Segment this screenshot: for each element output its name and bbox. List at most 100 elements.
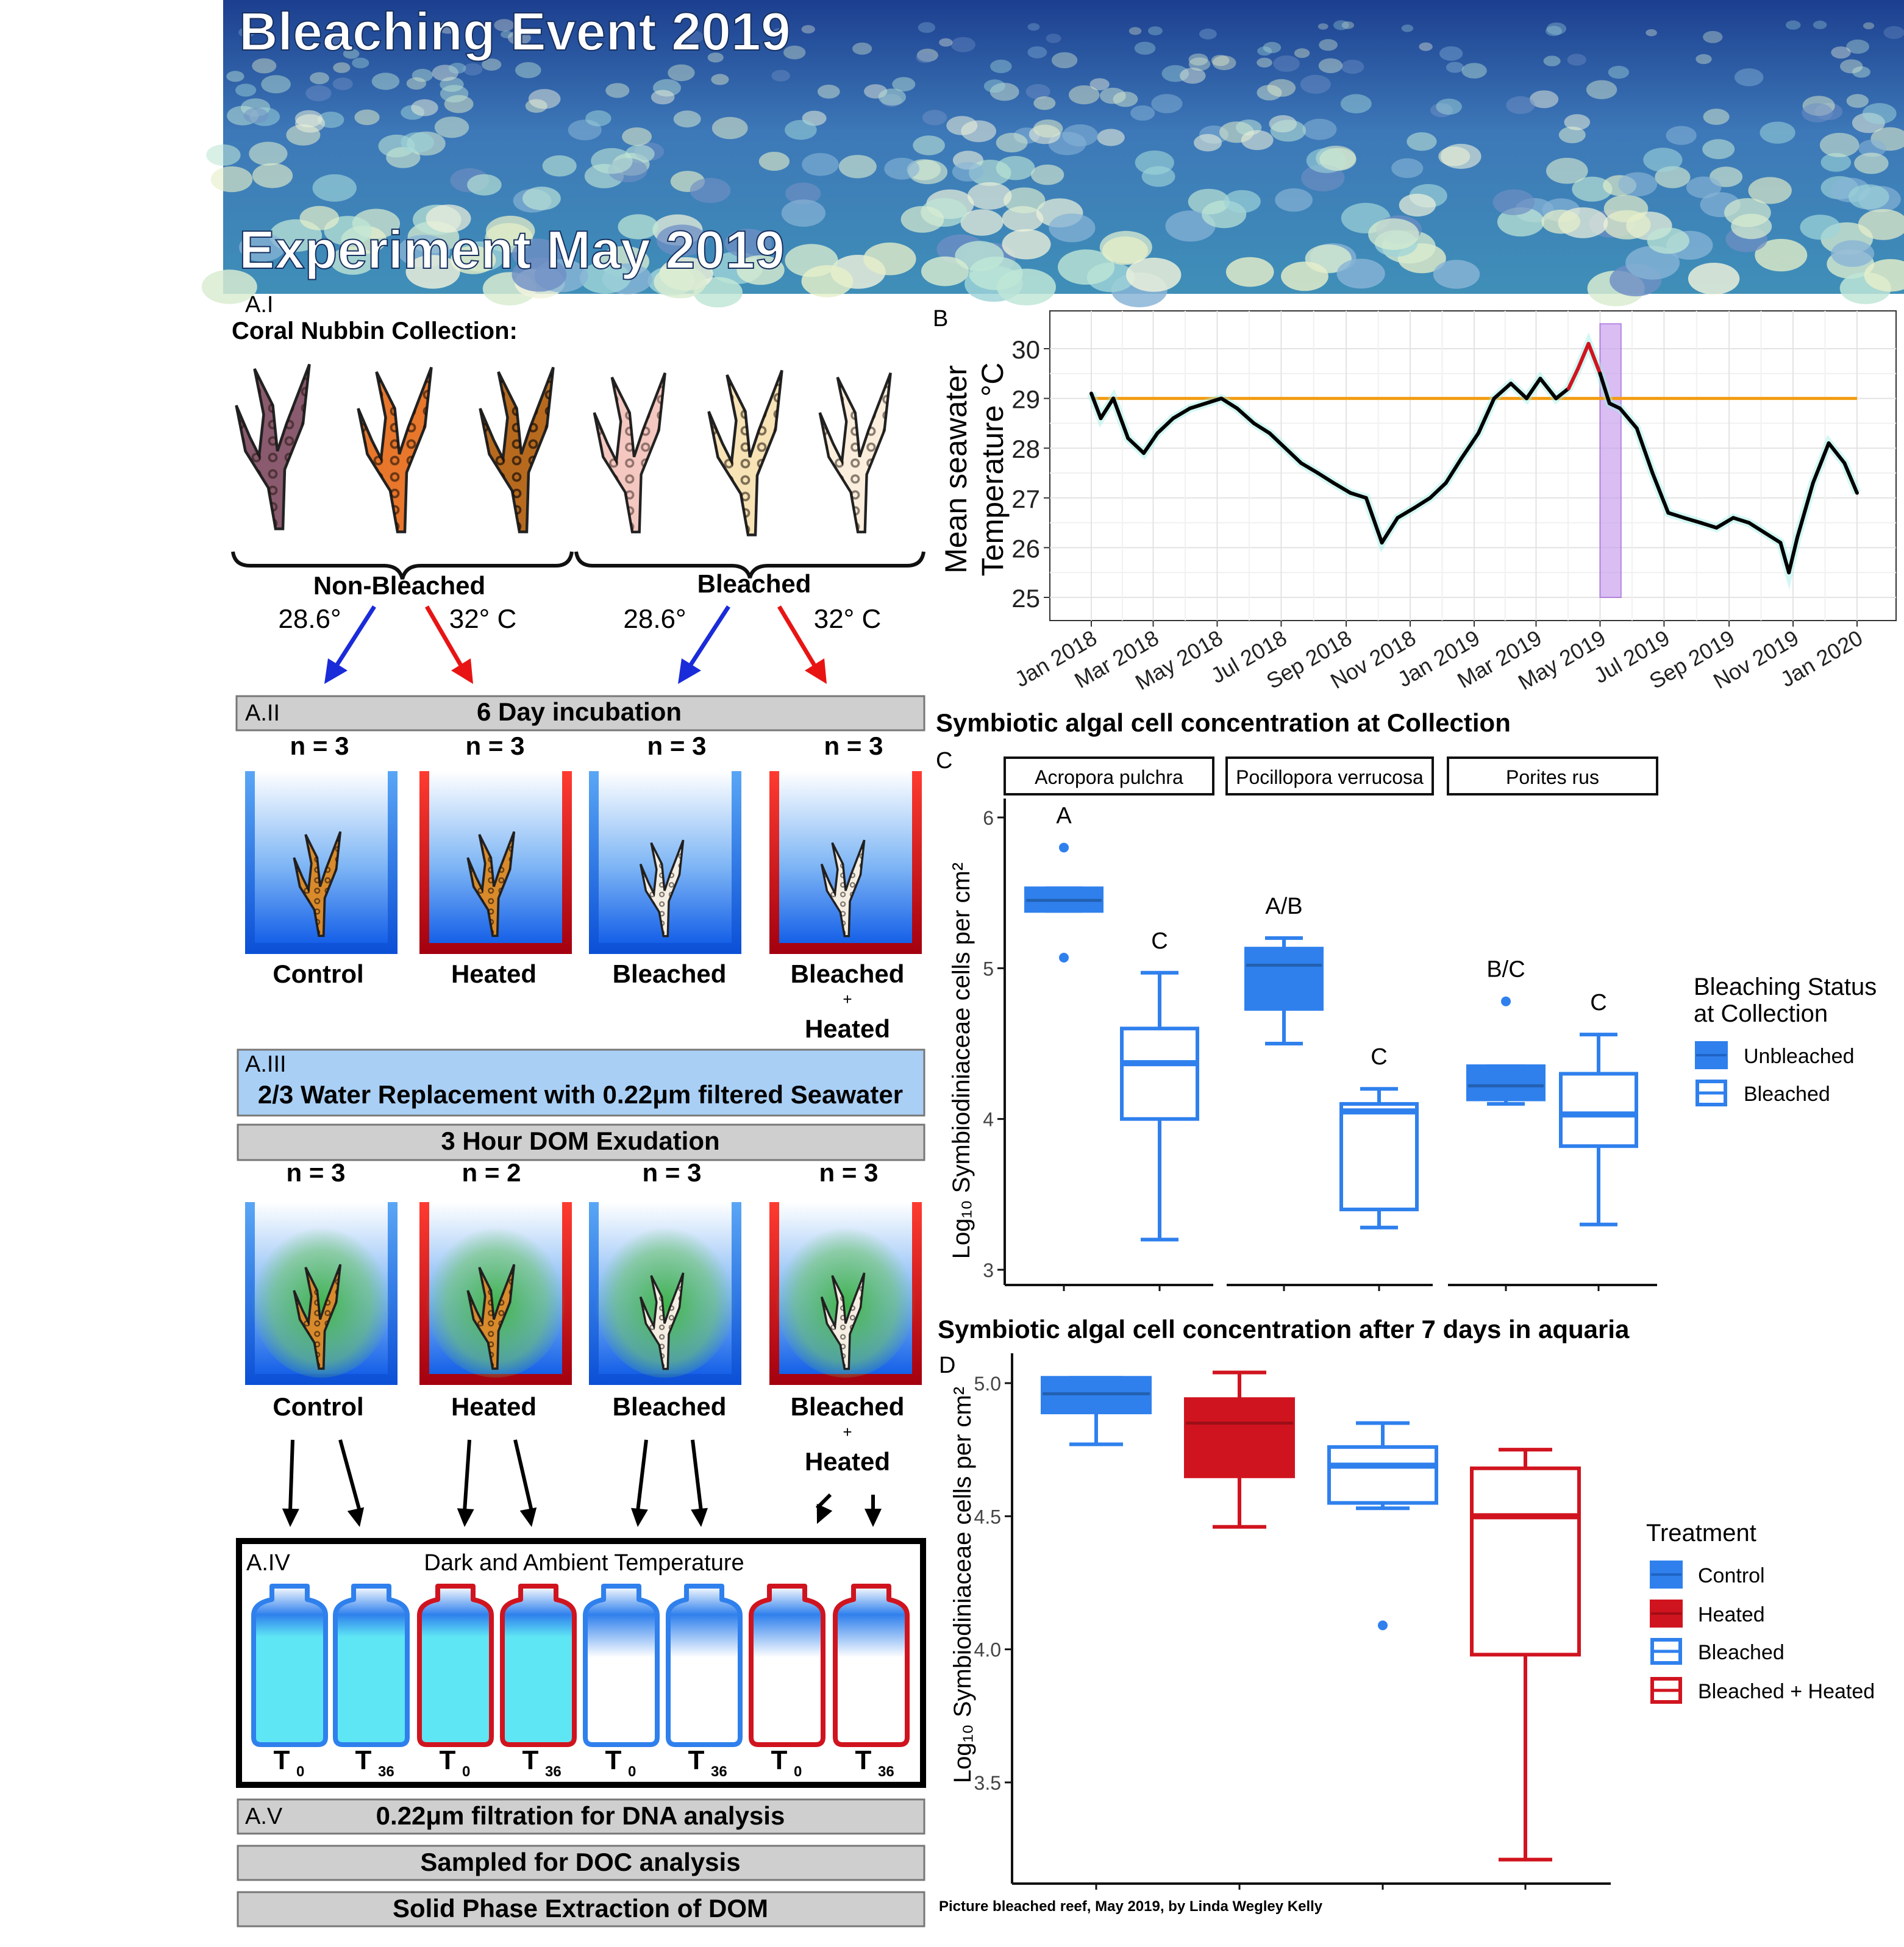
panel-b-line-segment <box>1332 481 1352 495</box>
reef-coral-blob <box>1113 91 1138 107</box>
reef-coral-blob <box>724 229 772 258</box>
panel-b-line-segment <box>1731 516 1751 525</box>
panel-b-y-tick-label: 27 <box>1011 485 1040 513</box>
collection-title: Coral Nubbin Collection: <box>232 318 518 344</box>
reef-coral-blob <box>201 269 257 304</box>
reef-coral-blob <box>1831 240 1875 267</box>
treatment-heated-suffix-1: Heated <box>805 1014 890 1043</box>
reef-coral-blob <box>1852 66 1870 78</box>
facet-strip <box>1225 756 1434 796</box>
panel-b-y-tick-label: 29 <box>1011 385 1040 414</box>
reef-coral-blob <box>1785 20 1801 30</box>
reef-coral-blob <box>781 199 825 227</box>
reef-coral-blob <box>249 141 288 166</box>
reef-coral-blob <box>1089 78 1110 91</box>
reef-coral-blob <box>892 77 916 91</box>
panel-d-box-bleached-heated-iqr <box>1470 1466 1581 1657</box>
reef-coral-blob <box>863 242 916 276</box>
reef-coral-blob <box>1702 139 1735 160</box>
panel-c-box-bleached-iqr <box>1339 1102 1419 1212</box>
panel-b-line-segment <box>1586 341 1602 376</box>
facet-strip <box>1447 756 1658 796</box>
reef-coral-blob <box>426 204 471 233</box>
reef-coral-blob <box>411 99 438 116</box>
panel-b-line-segment <box>1618 406 1639 430</box>
n-incubation-1: n = 3 <box>290 731 349 760</box>
group-nonbleached-label: Non-Bleached <box>313 571 485 600</box>
panel-b-line-segment <box>1155 416 1175 435</box>
panel-b-line-segment <box>1714 516 1735 530</box>
reef-coral-blob <box>1618 172 1658 197</box>
legend-key-bleached <box>1695 1080 1727 1106</box>
reef-coral-blob <box>486 215 535 246</box>
panel-c-y-tick-label: 4 <box>983 1109 994 1131</box>
panel-c-significance-letters: A C A/B C B/C C <box>1056 803 1606 1070</box>
reef-coral-blob <box>299 205 340 230</box>
panel-d-box-heated <box>1184 1370 1295 1529</box>
reef-coral-blob <box>1336 258 1385 289</box>
sampling-arrow <box>457 1439 474 1527</box>
reef-coral-blob <box>1027 46 1047 59</box>
panel-b-line-segment <box>1811 441 1831 485</box>
treatment-plus-2: + <box>843 1423 852 1441</box>
reef-coral-blob <box>206 144 241 166</box>
coral-nonbleached-2 <box>358 368 432 532</box>
panel-d-y-tick-label: 5.0 <box>974 1373 1001 1395</box>
reef-coral-blob <box>463 63 483 76</box>
sampling-arrow <box>513 1439 537 1527</box>
panel-d-axes: 3.5 4.0 4.5 5.0 <box>974 1353 1611 1890</box>
reef-coral-blob <box>1317 23 1328 30</box>
reef-coral-blob <box>801 25 815 34</box>
reef-coral-blob <box>785 119 817 140</box>
panel-c-box-bleached-iqr <box>1559 1072 1638 1148</box>
treatment-label-bleached-1: Bleached <box>613 959 727 988</box>
reef-coral-blob <box>1643 148 1683 173</box>
reef-coral-blob <box>522 187 561 210</box>
reef-coral-blob <box>585 110 611 127</box>
reef-coral-blob <box>1862 103 1897 124</box>
panel-b-ylabel-line2: Temperature °C <box>975 363 1010 577</box>
reef-coral-blob <box>1027 23 1040 31</box>
reef-coral-blob <box>1819 132 1859 157</box>
panel-b-line-segment <box>1444 456 1464 485</box>
panel-b-bleaching-window <box>1599 323 1622 598</box>
panel-d-heading: Symbiotic algal cell concentration after… <box>938 1315 1630 1344</box>
bottle-time-label: T <box>522 1745 539 1775</box>
panel-b-y-tick-label: 30 <box>1011 335 1040 364</box>
panel-d-y-tick-label: 4.5 <box>974 1506 1001 1528</box>
facet-strip-label: Acropora pulchra <box>1035 766 1183 788</box>
reef-coral-blob <box>618 214 658 240</box>
reef-coral-blob <box>1724 198 1771 227</box>
reef-coral-blob <box>312 174 357 202</box>
arrow-red-1 <box>424 605 473 684</box>
reef-coral-blob <box>996 155 1035 180</box>
box-a4-title: Dark and Ambient Temperature <box>424 1550 744 1576</box>
band-doc <box>237 1845 925 1881</box>
band-exudation <box>237 1123 925 1161</box>
panel-c-box-unbleached-outlier <box>1059 842 1069 853</box>
panel-b-line-segment <box>1188 401 1208 410</box>
panel-b-line-segment <box>1576 341 1591 371</box>
legend-label-bleached-d: Bleached <box>1698 1641 1785 1664</box>
n-exudation-3: n = 3 <box>643 1158 702 1187</box>
panel-b-line-segment <box>1283 446 1303 465</box>
panel-b-line-segment <box>1412 496 1432 510</box>
band-a5 <box>237 1798 925 1835</box>
reef-coral-blob <box>1755 238 1808 272</box>
reef-coral-blob <box>1558 126 1586 143</box>
reef-coral-blob <box>405 255 460 289</box>
tank-incubation-bleached-heated <box>769 771 922 954</box>
bottle-time-subscript: 0 <box>794 1764 802 1780</box>
panel-c-axes: 3 4 5 6 <box>983 799 1657 1291</box>
panel-d-box-bleached-iqr <box>1327 1445 1438 1505</box>
reef-coral-blob <box>785 182 821 205</box>
reef-coral-blob <box>438 21 458 34</box>
temp-label-4: 32° C <box>814 604 882 634</box>
reef-coral-blob <box>1194 133 1222 152</box>
panel-b-bleaching-window-rect <box>1599 323 1622 598</box>
reef-coral-blob <box>243 108 269 124</box>
legend-key-bleached-d <box>1650 1638 1682 1665</box>
panel-c-y-tick-label: 3 <box>983 1259 994 1281</box>
bottle-time-label: T <box>274 1745 290 1775</box>
